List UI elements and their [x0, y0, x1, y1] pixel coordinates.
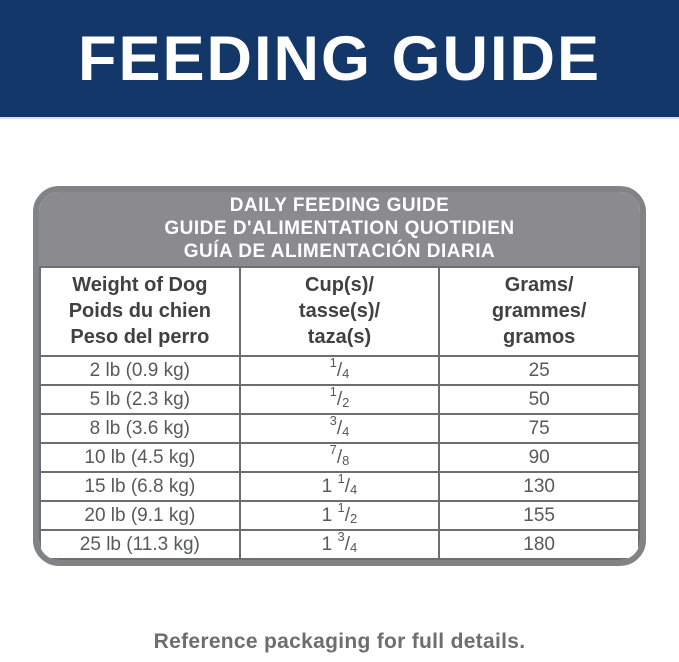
feeding-table-head: Weight of Dog Poids du chien Peso del pe… [39, 266, 640, 357]
cups-denominator: 4 [342, 423, 350, 439]
cups-whole: 1 [321, 475, 338, 497]
grams-cell: 75 [438, 413, 640, 444]
cups-whole: 1 [321, 533, 338, 555]
weight-header-en: Weight of Dog [72, 274, 208, 296]
cups-header-en: Cup(s)/ [305, 274, 374, 296]
grams-header-es: gramos [503, 326, 576, 348]
grams-cell: 130 [438, 471, 640, 502]
cups-slash: / [336, 417, 343, 439]
cups-denominator: 2 [350, 510, 358, 526]
table-row: 5 lb (2.3 kg) 1/2 50 [39, 384, 640, 415]
cups-slash: / [344, 533, 351, 555]
weight-header-fr: Poids du chien [68, 300, 211, 322]
weight-cell: 15 lb (6.8 kg) [39, 471, 241, 502]
feeding-table-body: 2 lb (0.9 kg) 1/4 25 5 lb (2.3 kg) 1/2 50 8 lb… [39, 355, 640, 560]
grams-header-en: Grams/ [504, 274, 574, 296]
weight-cell: 20 lb (9.1 kg) [39, 500, 241, 531]
grams-cell: 90 [438, 442, 640, 473]
grams-cell: 155 [438, 500, 640, 531]
column-header-grams: Grams/ grammes/ gramos [438, 266, 640, 357]
column-header-cups: Cup(s)/ tasse(s)/ taza(s) [238, 266, 441, 357]
cups-whole: 1 [321, 504, 338, 526]
cups-numerator: 3 [337, 529, 345, 545]
cups-numerator: 1 [329, 355, 337, 371]
cups-cell: 1 3/4 [238, 529, 441, 560]
cups-cell: 3/4 [238, 413, 441, 444]
weight-header-es: Peso del perro [70, 326, 210, 348]
grams-header-fr: grammes/ [491, 300, 587, 322]
feeding-table: Weight of Dog Poids du chien Peso del pe… [39, 266, 640, 560]
cups-denominator: 4 [342, 365, 350, 381]
column-header-weight: Weight of Dog Poids du chien Peso del pe… [39, 266, 241, 357]
cups-cell: 1/2 [238, 384, 441, 415]
weight-cell: 8 lb (3.6 kg) [39, 413, 241, 444]
table-row: 20 lb (9.1 kg) 1 1/2 155 [39, 500, 640, 531]
cups-cell: 1 1/2 [238, 500, 441, 531]
grams-cell: 25 [438, 355, 640, 386]
header-row: Weight of Dog Poids du chien Peso del pe… [39, 266, 640, 357]
card-header-line-fr: GUIDE D'ALIMENTATION QUOTIDIEN [164, 218, 515, 239]
cups-denominator: 4 [350, 539, 358, 555]
cups-slash: / [344, 475, 351, 497]
cups-slash: / [336, 359, 343, 381]
table-row: 8 lb (3.6 kg) 3/4 75 [39, 413, 640, 444]
cups-slash: / [336, 388, 343, 410]
cups-slash: / [344, 504, 351, 526]
weight-cell: 5 lb (2.3 kg) [39, 384, 241, 415]
cups-numerator: 1 [337, 471, 345, 487]
cups-numerator: 7 [329, 442, 337, 458]
footer-note: Reference packaging for full details. [153, 630, 526, 653]
cups-denominator: 8 [342, 452, 350, 468]
weight-cell: 10 lb (4.5 kg) [39, 442, 241, 473]
cups-cell: 7/8 [238, 442, 441, 473]
cups-header-es: taza(s) [307, 326, 372, 348]
daily-feeding-guide-card: DAILY FEEDING GUIDE GUIDE D'ALIMENTATION… [33, 186, 646, 566]
cups-denominator: 2 [342, 394, 350, 410]
weight-cell: 25 lb (11.3 kg) [39, 529, 241, 560]
grams-cell: 180 [438, 529, 640, 560]
cups-cell: 1 1/4 [238, 471, 441, 502]
card-header: DAILY FEEDING GUIDE GUIDE D'ALIMENTATION… [39, 192, 640, 266]
weight-cell: 2 lb (0.9 kg) [39, 355, 241, 386]
table-row: 10 lb (4.5 kg) 7/8 90 [39, 442, 640, 473]
table-row: 15 lb (6.8 kg) 1 1/4 130 [39, 471, 640, 502]
table-row: 2 lb (0.9 kg) 1/4 25 [39, 355, 640, 386]
cups-numerator: 1 [337, 500, 345, 516]
cups-cell: 1/4 [238, 355, 441, 386]
banner-title: FEEDING GUIDE [77, 23, 602, 94]
card-header-line-es: GUÍA DE ALIMENTACIÓN DIARIA [183, 241, 496, 262]
cups-header-fr: tasse(s)/ [298, 300, 381, 322]
cups-numerator: 1 [329, 384, 337, 400]
card-header-line-en: DAILY FEEDING GUIDE [229, 195, 450, 216]
cups-numerator: 3 [329, 413, 337, 429]
cups-slash: / [336, 446, 343, 468]
grams-cell: 50 [438, 384, 640, 415]
table-row: 25 lb (11.3 kg) 1 3/4 180 [39, 529, 640, 560]
cups-denominator: 4 [350, 481, 358, 497]
feeding-guide-banner: FEEDING GUIDE [0, 0, 679, 119]
